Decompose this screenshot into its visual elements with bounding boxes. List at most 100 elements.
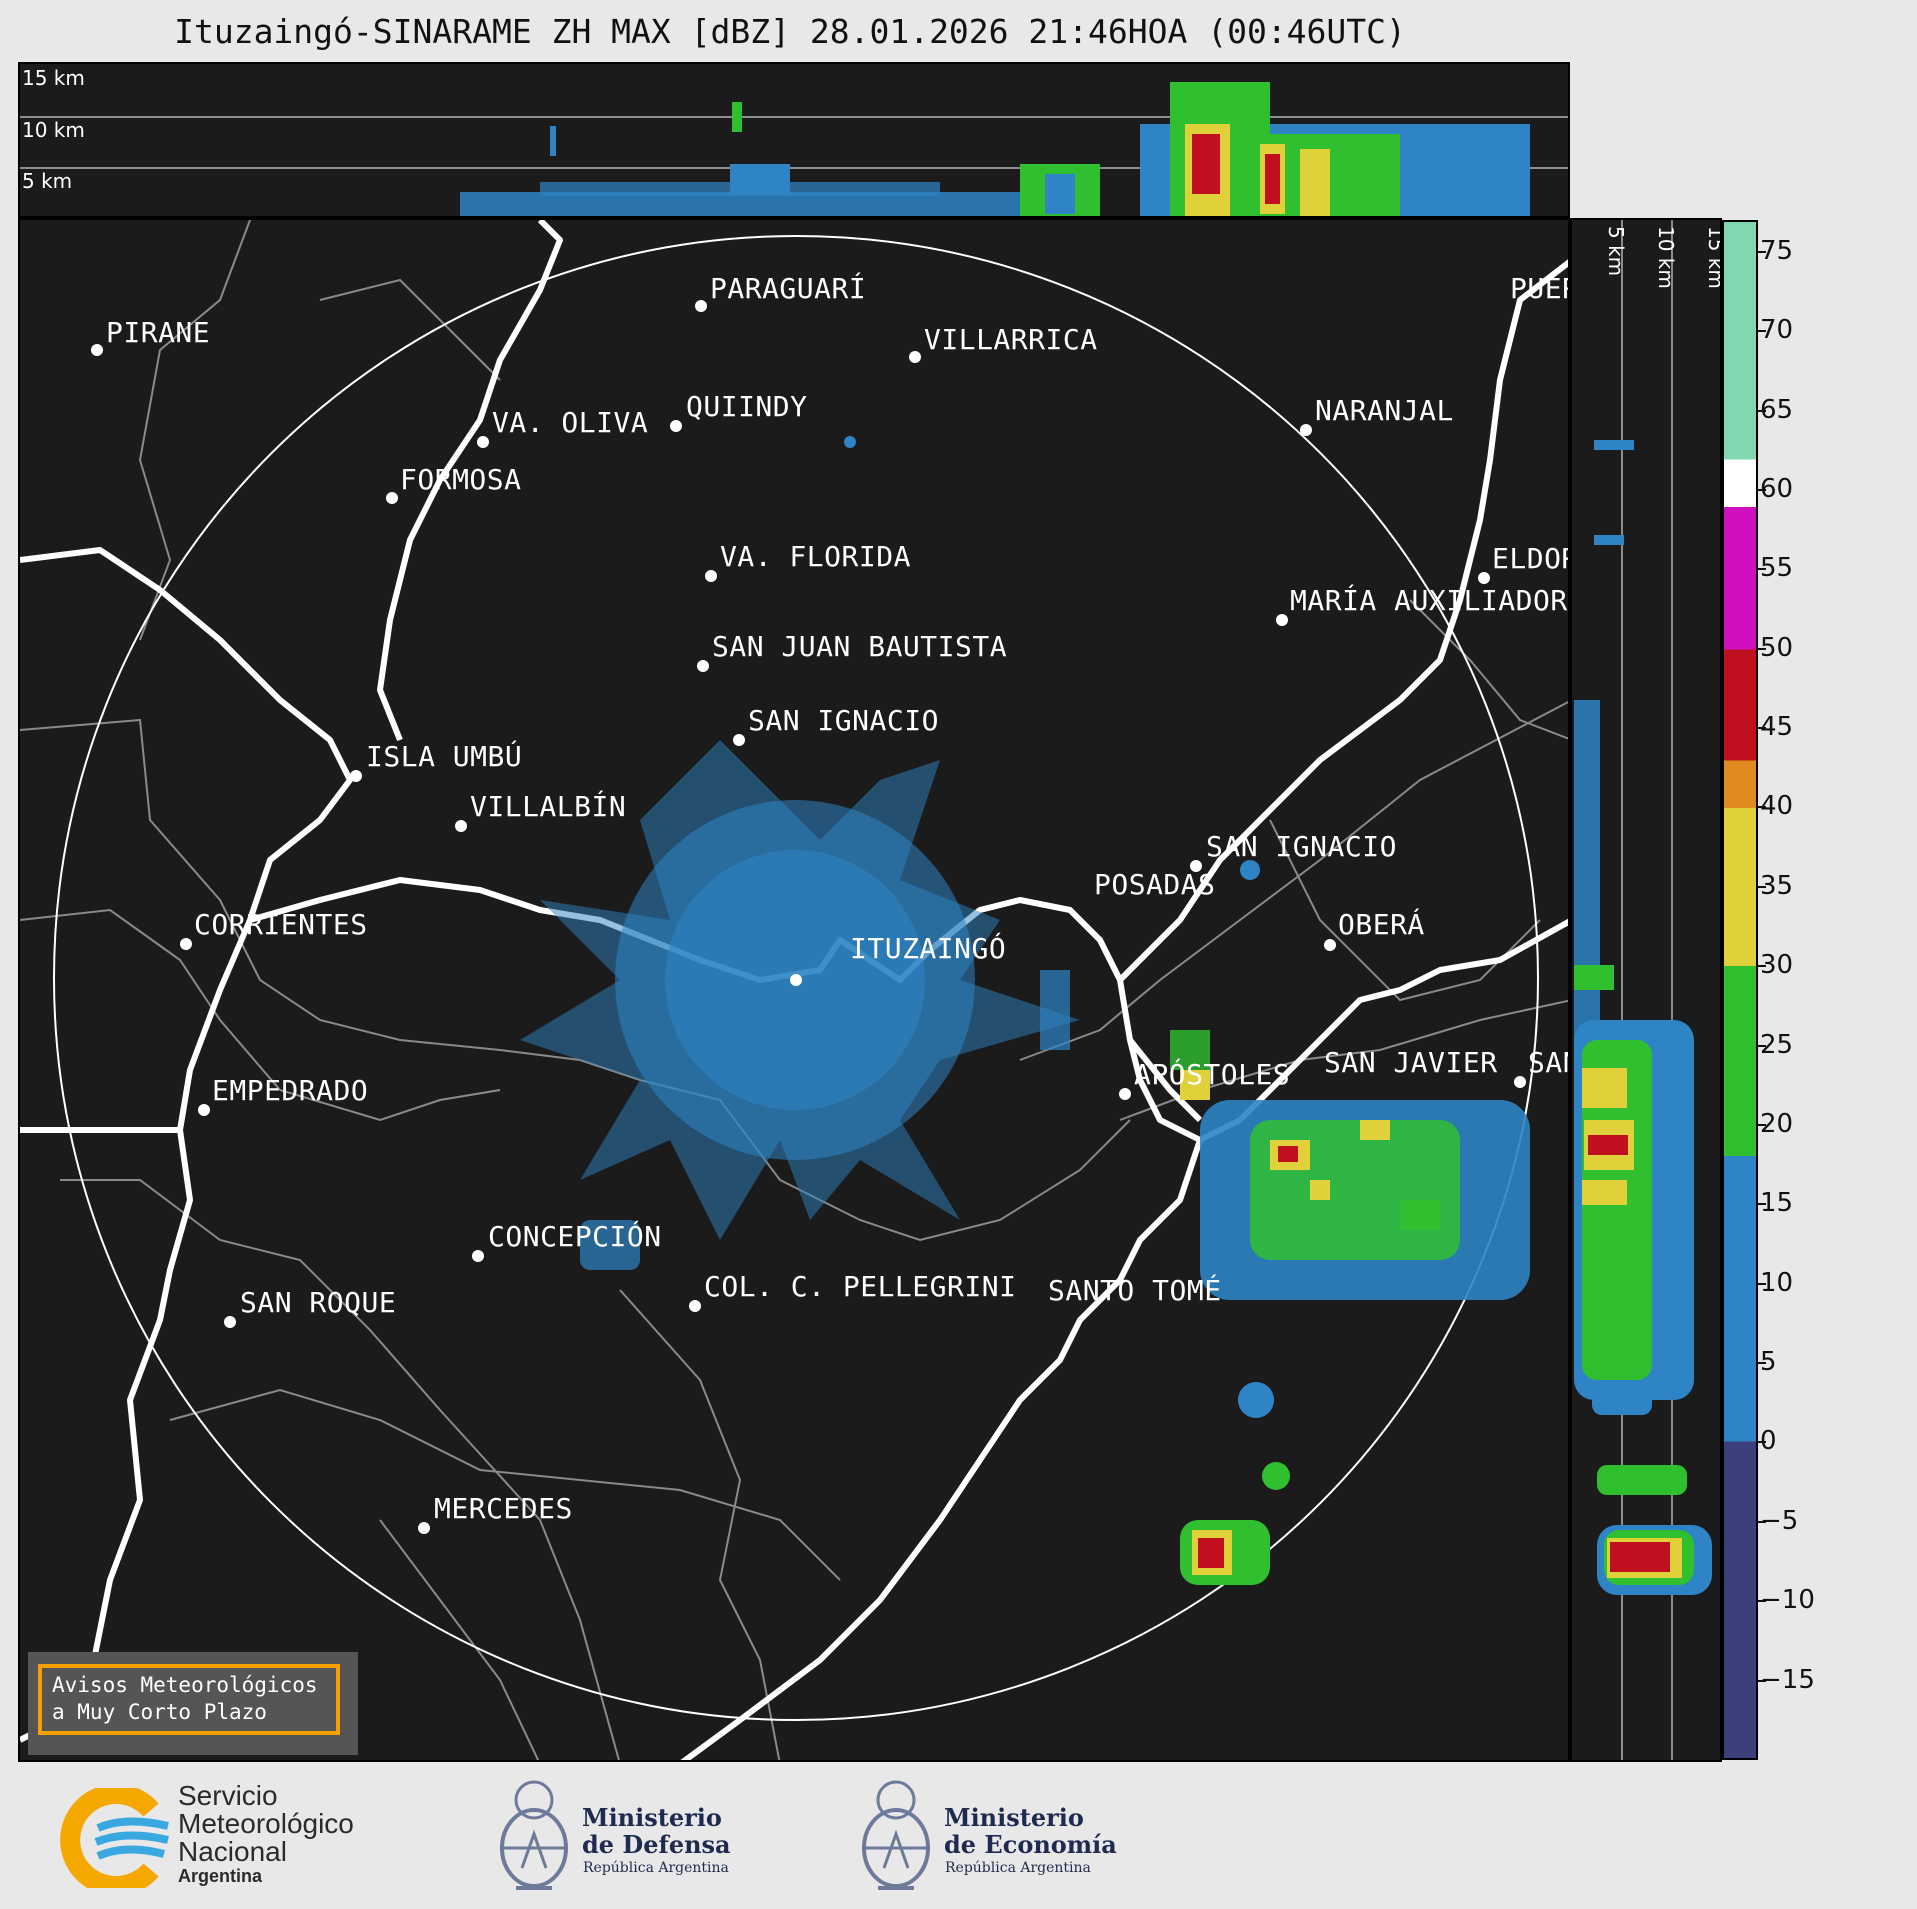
defensa-sub: República Argentina bbox=[583, 1860, 729, 1876]
city-marker bbox=[1514, 1076, 1526, 1088]
colorbar-tick-label: 40 bbox=[1760, 791, 1794, 822]
city-label: NARANJAL bbox=[1315, 394, 1454, 427]
city-marker bbox=[91, 344, 103, 356]
city-label: POSADAS bbox=[1094, 868, 1216, 901]
city-label: PUER bbox=[1510, 272, 1568, 305]
city-label: COL. C. PELLEGRINI bbox=[704, 1270, 1017, 1303]
city-label: VA. OLIVA bbox=[492, 406, 649, 439]
colorbar-tick-mark bbox=[1758, 250, 1766, 253]
defensa-line-2: de Defensa bbox=[582, 1830, 731, 1859]
city-marker bbox=[733, 734, 745, 746]
city-marker bbox=[1276, 614, 1288, 626]
colorbar-tick-label: 10 bbox=[1760, 1267, 1794, 1298]
colorbar-tick-mark bbox=[1758, 647, 1766, 650]
radar-map-panel[interactable]: PIRANE PARAGUARÍ VILLARRICA QUIINDY VA. … bbox=[18, 218, 1570, 1762]
city-label: QUIINDY bbox=[686, 390, 808, 423]
smn-logo-icon bbox=[60, 1788, 169, 1888]
economia-line-1: Ministerio bbox=[944, 1803, 1084, 1832]
city-label: SAN IGNACIO bbox=[1206, 830, 1397, 863]
city-marker bbox=[1478, 572, 1490, 584]
colorbar-tick-label: 5 bbox=[1760, 1347, 1777, 1378]
economia-sub: República Argentina bbox=[945, 1860, 1091, 1876]
city-marker bbox=[705, 570, 717, 582]
colorbar-tick-label: 35 bbox=[1760, 870, 1794, 901]
defensa-logo-text: Ministerio de Defensa bbox=[582, 1804, 731, 1858]
colorbar-tick-label: 20 bbox=[1760, 1108, 1794, 1139]
smn-line-4: Argentina bbox=[178, 1866, 263, 1886]
economia-line-2: de Economía bbox=[944, 1830, 1117, 1859]
city-label: MERCEDES bbox=[434, 1492, 573, 1525]
side-height-label: 5 km bbox=[1604, 226, 1628, 277]
colorbar-tick-label: 15 bbox=[1760, 1188, 1794, 1219]
colorbar-tick-mark bbox=[1758, 330, 1766, 333]
smn-logo-text: Servicio Meteorológico Nacional Argentin… bbox=[178, 1782, 354, 1887]
smn-line-2: Meteorológico bbox=[178, 1808, 354, 1839]
colorbar-tick-mark bbox=[1758, 1123, 1766, 1126]
colorbar-tick-label: 25 bbox=[1760, 1029, 1794, 1060]
city-label: SAN IGNACIO bbox=[748, 704, 939, 737]
colorbar-tick-mark bbox=[1758, 409, 1766, 412]
colorbar-tick-mark bbox=[1758, 885, 1766, 888]
colorbar-tick-mark bbox=[1758, 1679, 1766, 1682]
city-marker bbox=[224, 1316, 236, 1328]
city-marker bbox=[695, 300, 707, 312]
city-label: OBERÁ bbox=[1338, 908, 1425, 941]
city-label: CORRIENTES bbox=[194, 908, 368, 941]
colorbar-tick-label: 75 bbox=[1760, 235, 1794, 266]
warnings-notice-frame[interactable]: Avisos Meteorológicos a Muy Corto Plazo bbox=[38, 1664, 340, 1735]
city-marker bbox=[1190, 860, 1202, 872]
colorbar-tick-label: −15 bbox=[1760, 1664, 1815, 1695]
top-height-label: 10 km bbox=[22, 118, 85, 142]
top-cross-section-panel: 15 km 10 km 5 km bbox=[18, 62, 1570, 218]
city-label: ELDOR bbox=[1492, 542, 1568, 575]
warnings-notice-box[interactable]: Avisos Meteorológicos a Muy Corto Plazo bbox=[28, 1652, 358, 1755]
city-label: SANTO TOMÉ bbox=[1048, 1274, 1222, 1307]
smn-line-3: Nacional bbox=[178, 1836, 287, 1867]
colorbar-tick-mark bbox=[1758, 488, 1766, 491]
top-cross-section-graphic bbox=[20, 82, 1568, 216]
colorbar-tick-mark bbox=[1758, 1203, 1766, 1206]
city-marker bbox=[697, 660, 709, 672]
colorbar-tick-mark bbox=[1758, 1520, 1766, 1523]
radar-site-marker bbox=[790, 974, 802, 986]
notice-line-2: a Muy Corto Plazo bbox=[52, 1700, 267, 1724]
colorbar-tick-mark bbox=[1758, 727, 1766, 730]
city-label: SAN ROQUE bbox=[240, 1286, 397, 1319]
side-height-label: 10 km bbox=[1654, 226, 1678, 289]
side-cross-section-graphic bbox=[1574, 220, 1712, 1760]
notice-line-1: Avisos Meteorológicos bbox=[52, 1673, 318, 1697]
city-marker bbox=[670, 420, 682, 432]
range-ring bbox=[53, 235, 1539, 1721]
city-marker bbox=[350, 770, 362, 782]
city-marker bbox=[909, 351, 921, 363]
city-label: SAN JAVIER bbox=[1324, 1046, 1498, 1079]
colorbar-tick-label: 0 bbox=[1760, 1426, 1777, 1457]
colorbar-tick-mark bbox=[1758, 1441, 1766, 1444]
radar-map-graphic bbox=[20, 220, 1568, 1760]
city-label: VILLARRICA bbox=[924, 323, 1098, 356]
colorbar-tick-label: 50 bbox=[1760, 632, 1794, 663]
colorbar-tick-label: 45 bbox=[1760, 712, 1794, 743]
city-label: FORMOSA bbox=[400, 463, 522, 496]
side-height-label: 15 km bbox=[1704, 226, 1722, 289]
argentina-coat-of-arms-icon bbox=[500, 1780, 568, 1890]
defensa-line-1: Ministerio bbox=[582, 1803, 722, 1832]
city-marker bbox=[1300, 424, 1312, 436]
colorbar-tick-label: 55 bbox=[1760, 553, 1794, 584]
colorbar-tick-mark bbox=[1758, 1600, 1766, 1603]
city-marker bbox=[689, 1300, 701, 1312]
city-marker bbox=[1324, 939, 1336, 951]
city-label: EMPEDRADO bbox=[212, 1074, 369, 1107]
colorbar-tick-mark bbox=[1758, 1362, 1766, 1365]
colorbar-tick-label: −10 bbox=[1760, 1585, 1815, 1616]
city-label: APÓSTOLES bbox=[1134, 1058, 1291, 1091]
colorbar-tick-label: 30 bbox=[1760, 950, 1794, 981]
colorbar-tick-mark bbox=[1758, 1044, 1766, 1047]
city-marker bbox=[386, 492, 398, 504]
colorbar-tick-label: 65 bbox=[1760, 394, 1794, 425]
city-marker bbox=[477, 436, 489, 448]
city-marker bbox=[1119, 1088, 1131, 1100]
city-marker bbox=[472, 1250, 484, 1262]
city-label: MARÍA AUXILIADOR bbox=[1290, 584, 1568, 617]
city-label: PARAGUARÍ bbox=[710, 272, 867, 305]
